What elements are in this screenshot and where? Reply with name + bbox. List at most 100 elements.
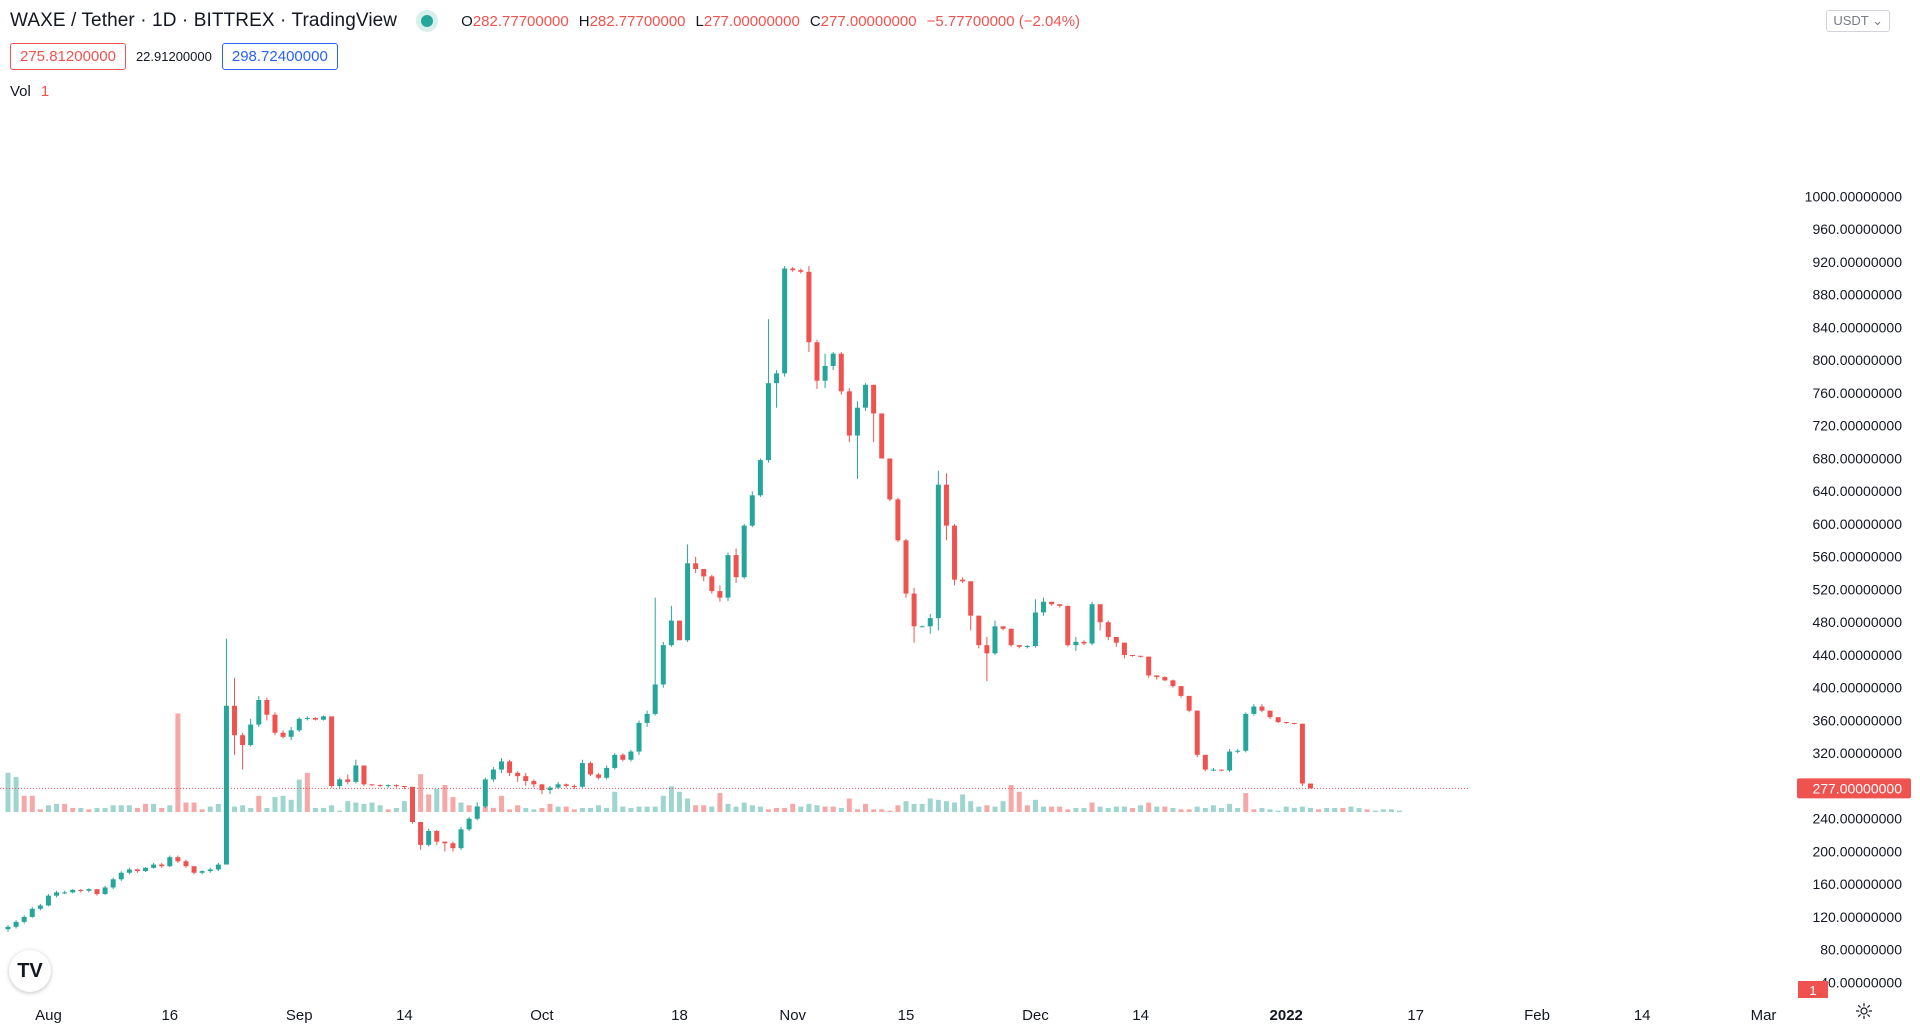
candle: [660, 641, 666, 688]
volume-bar: [1121, 806, 1127, 812]
volume-bar: [1016, 791, 1022, 812]
candle: [749, 491, 755, 528]
candle-body: [1105, 622, 1111, 637]
candle-body: [474, 806, 480, 819]
gear-icon[interactable]: [1855, 1002, 1873, 1020]
volume-bar: [1049, 806, 1055, 812]
candle-body: [733, 555, 739, 578]
candle: [1138, 655, 1144, 658]
volume-bar: [547, 803, 553, 812]
candle: [5, 925, 11, 932]
volume-bar: [895, 805, 901, 812]
close-value: 277.00000000: [820, 12, 917, 30]
candle: [1154, 675, 1160, 680]
candle: [134, 868, 140, 873]
candle: [207, 867, 213, 873]
volume-bar: [401, 801, 407, 812]
candle-body: [78, 889, 84, 891]
candle: [507, 759, 513, 777]
candle: [21, 915, 27, 924]
candle-body: [652, 684, 658, 714]
candle: [1162, 676, 1168, 682]
candle: [345, 774, 351, 785]
volume-bar: [1210, 805, 1216, 812]
candle: [1121, 642, 1127, 659]
volume-bar: [846, 798, 852, 812]
candle: [1016, 645, 1022, 649]
volume-badge: [1798, 981, 1828, 998]
candle-body: [1008, 628, 1014, 646]
candle: [191, 866, 197, 875]
candle: [846, 388, 852, 443]
volume-bar: [903, 801, 909, 812]
volume-bar: [490, 807, 496, 812]
price-tick-label: 840.00000000: [1812, 319, 1902, 335]
candle-body: [312, 718, 318, 720]
candle: [1251, 704, 1257, 716]
sell-price-box[interactable]: 275.81200000: [10, 43, 126, 70]
volume-bar: [183, 802, 189, 812]
candle-body: [183, 861, 189, 867]
change-value: −5.77700000 (−2.04%): [926, 12, 1081, 30]
candle-body: [685, 563, 691, 641]
volume-bar: [426, 794, 432, 812]
volume-bar: [822, 806, 828, 812]
volume-bar: [1324, 807, 1330, 812]
candle-body: [248, 724, 254, 746]
candle: [256, 695, 262, 728]
candle-body: [207, 869, 213, 872]
volume-bar: [887, 810, 893, 812]
volume-bar: [1340, 807, 1346, 812]
market-status-icon[interactable]: [421, 15, 434, 27]
volume-bar: [579, 807, 585, 812]
candle-body: [410, 786, 415, 822]
candle: [1299, 723, 1305, 786]
candle-body: [272, 714, 278, 733]
symbol-title[interactable]: WAXE / Tether · 1D · BITTREX · TradingVi…: [10, 10, 398, 31]
volume-legend[interactable]: Vol 1: [10, 83, 49, 100]
volume-bar: [927, 798, 933, 812]
candle: [143, 867, 149, 872]
candle-body: [887, 458, 893, 500]
candle: [490, 767, 496, 782]
time-axis[interactable]: Aug 16 Sep 14 Oct 18 Nov 15 Dec 14 2022 17 Feb 14 Mar: [35, 1007, 1776, 1024]
candle: [952, 523, 958, 586]
volume-bar: [515, 805, 521, 812]
time-tick-label: 16: [161, 1007, 178, 1024]
candle: [369, 784, 375, 786]
candle-body: [806, 271, 812, 343]
volume-bar: [523, 807, 529, 812]
currency-unit-select[interactable]: USDT ⌄: [1826, 10, 1890, 32]
candle-body: [571, 785, 577, 787]
volume-bar: [976, 806, 982, 812]
candle: [960, 577, 966, 583]
candle-body: [426, 830, 432, 845]
volume-bar: [992, 806, 998, 812]
candle-body: [280, 732, 286, 737]
candle-body: [879, 413, 885, 459]
candle-body: [369, 784, 375, 786]
volume-bar: [450, 797, 456, 812]
candle-body: [838, 353, 844, 392]
candle: [280, 730, 286, 739]
candle: [1307, 783, 1313, 789]
candle: [774, 370, 780, 408]
candle: [628, 749, 634, 762]
volume-bar: [725, 803, 731, 812]
candle: [78, 889, 84, 893]
candle-body: [1267, 710, 1273, 718]
price-tick-label: 160.00000000: [1812, 876, 1902, 892]
candle-body: [660, 645, 666, 685]
candle: [377, 784, 383, 787]
volume-bar: [798, 806, 804, 812]
buy-price-box[interactable]: 298.72400000: [221, 43, 338, 70]
price-tick-label: 520.00000000: [1812, 581, 1902, 597]
volume-bar: [45, 805, 51, 812]
tradingview-logo[interactable]: TV: [9, 950, 51, 992]
candle-body: [976, 615, 982, 646]
price-axis[interactable]: 40.00000000 80.00000000 120.00000000 160.00…: [1797, 189, 1911, 999]
price-tick-label: 960.00000000: [1812, 221, 1902, 237]
candle-body: [126, 869, 132, 873]
price-tick-label: 1000.00000000: [1805, 189, 1903, 205]
